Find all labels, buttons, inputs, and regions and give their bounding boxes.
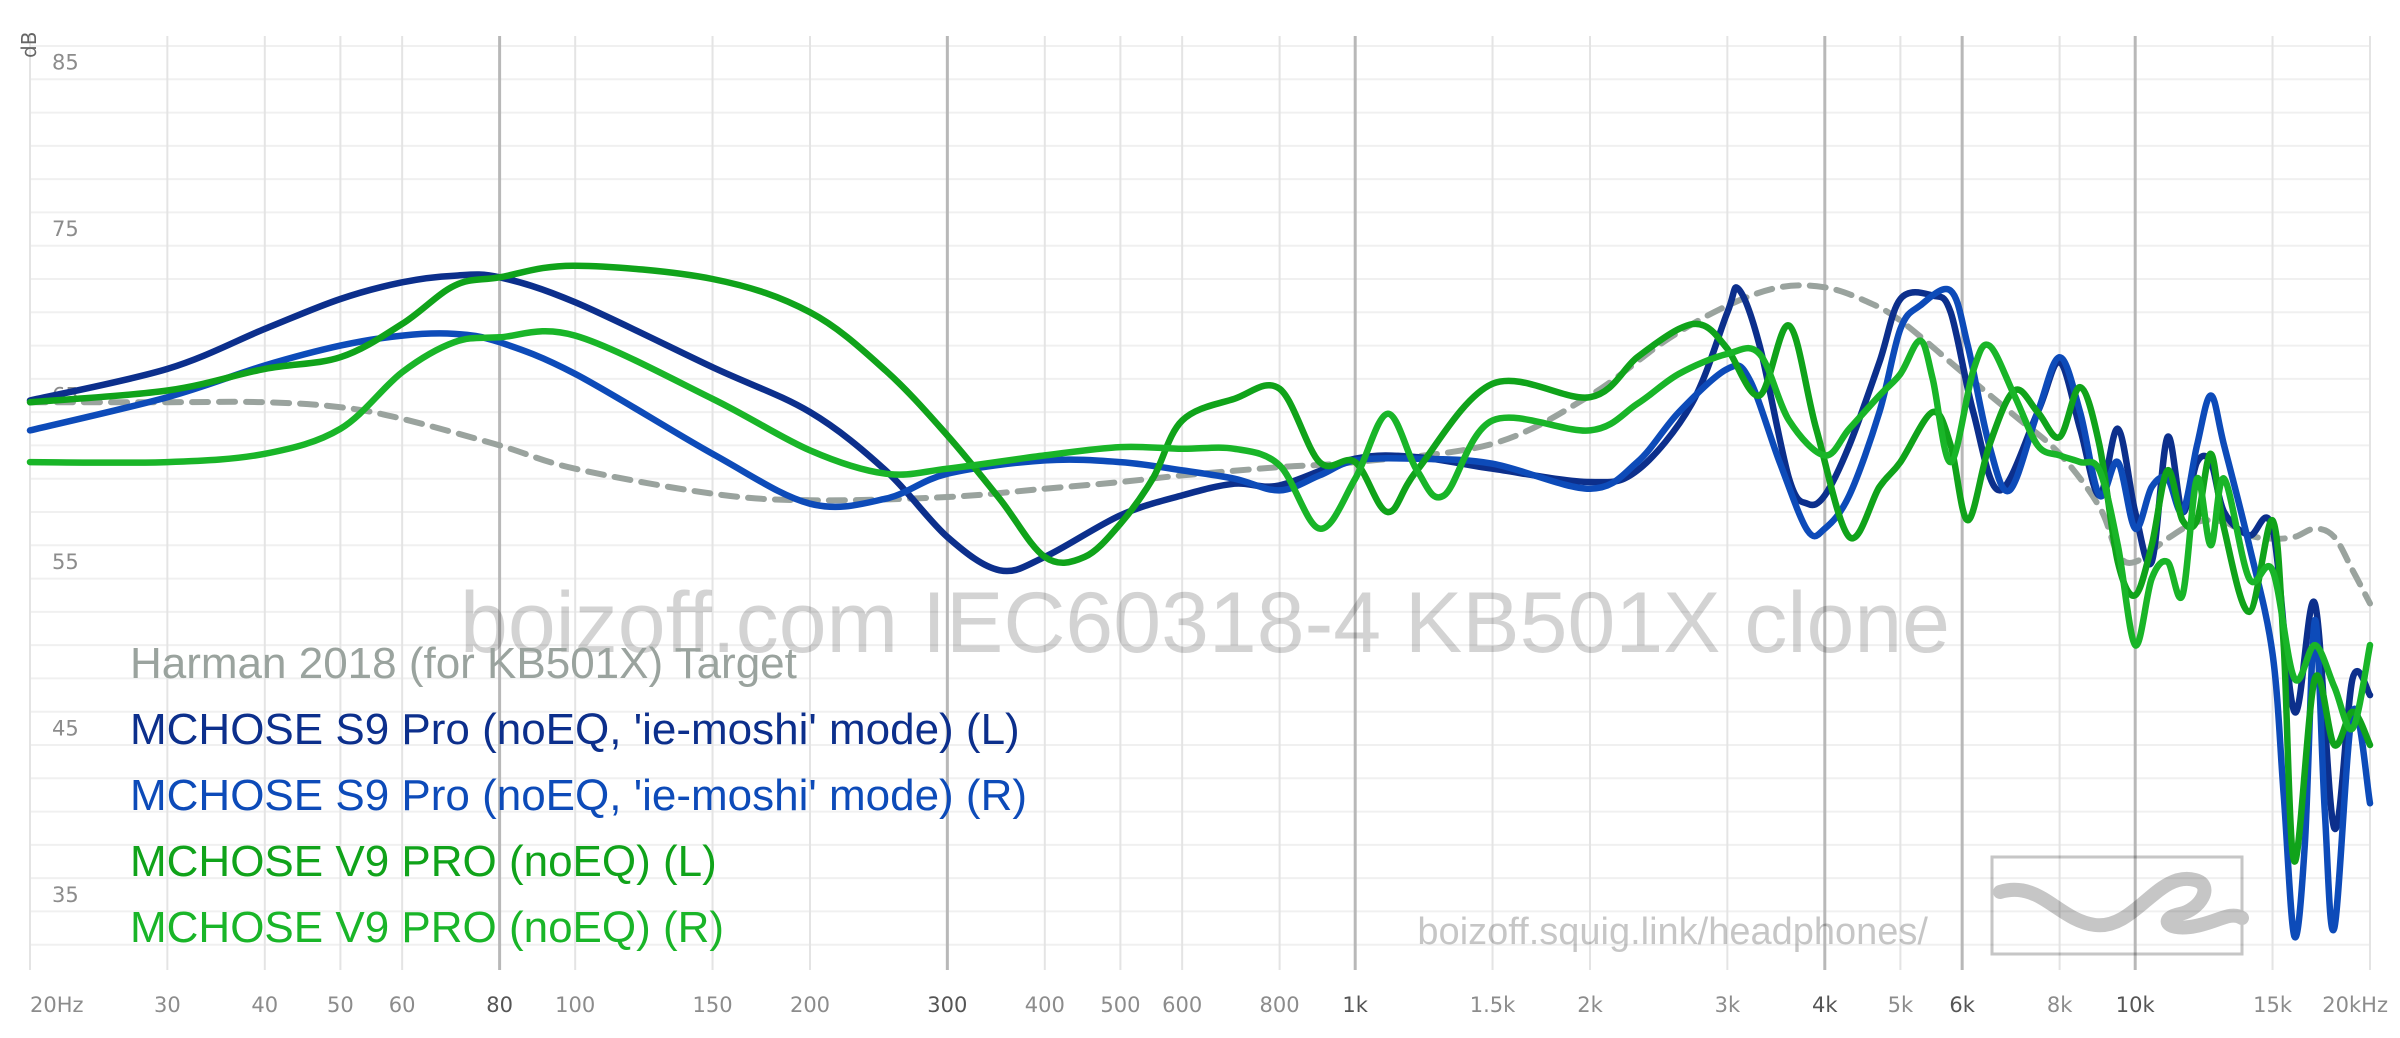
x-tick-label: 10k: [2116, 993, 2156, 1017]
x-tick-label: 3k: [1715, 993, 1741, 1017]
legend-item[interactable]: MCHOSE S9 Pro (noEQ, 'ie-moshi' mode) (L…: [130, 705, 1020, 754]
y-tick-label: 75: [52, 217, 79, 241]
x-tick-label: 30: [154, 993, 181, 1017]
x-tick-label: 300: [927, 993, 967, 1017]
x-tick-label: 40: [251, 993, 278, 1017]
x-tick-label: 80: [486, 993, 513, 1017]
x-tick-label: 150: [693, 993, 733, 1017]
series-line-4: [26, 327, 2374, 733]
x-tick-label: 8k: [2047, 993, 2073, 1017]
x-tick-label: 6k: [1949, 993, 1975, 1017]
x-tick-label: 5k: [1888, 993, 1914, 1017]
x-tick-label: 60: [389, 993, 416, 1017]
y-axis-label: dB: [17, 32, 41, 58]
source-url-text: boizoff.squig.link/headphones/: [1417, 911, 1928, 953]
x-tick-label: 20Hz: [30, 993, 84, 1017]
y-tick-label: 35: [52, 883, 79, 907]
horizontal-gridlines: [30, 45, 2370, 946]
x-tick-label: 800: [1260, 993, 1300, 1017]
squig-logo-icon: [1990, 855, 2249, 956]
x-tick-label: 500: [1100, 993, 1140, 1017]
x-tick-label: 15k: [2253, 993, 2293, 1017]
legend-item[interactable]: MCHOSE V9 PRO (noEQ) (L): [130, 837, 717, 886]
x-tick-label: 100: [555, 993, 595, 1017]
legend-item[interactable]: Harman 2018 (for KB501X) Target: [130, 639, 797, 688]
series-line-0: [27, 282, 2373, 607]
x-tick-label: 4k: [1812, 993, 1838, 1017]
x-tick-label: 200: [790, 993, 830, 1017]
x-tick-label: 400: [1025, 993, 1065, 1017]
x-tick-label: 2k: [1577, 993, 1603, 1017]
x-tick-label: 1k: [1342, 993, 1368, 1017]
y-tick-label: 85: [52, 51, 79, 75]
watermark-text: boizoff.com IEC60318-4 KB501X clone: [460, 575, 1950, 671]
legend-item[interactable]: MCHOSE V9 PRO (noEQ) (R): [130, 903, 724, 952]
frequency-response-curves: [26, 262, 2374, 941]
legend: Harman 2018 (for KB501X) Target MCHOSE S9…: [130, 639, 1027, 952]
x-tick-label: 600: [1162, 993, 1202, 1017]
legend-item[interactable]: MCHOSE S9 Pro (noEQ, 'ie-moshi' mode) (R…: [130, 771, 1027, 820]
vertical-gridlines: [29, 36, 2371, 970]
x-axis-tick-labels: 20Hz 30 40 50 60 80 100 150 200 300 400 500 600 800 1k…: [30, 993, 2388, 1017]
x-tick-label: 20kHz: [2322, 993, 2388, 1017]
x-tick-label: 50: [327, 993, 354, 1017]
x-tick-label: 1.5k: [1470, 993, 1516, 1017]
y-tick-label: 55: [52, 550, 79, 574]
y-tick-label: 45: [52, 716, 79, 740]
